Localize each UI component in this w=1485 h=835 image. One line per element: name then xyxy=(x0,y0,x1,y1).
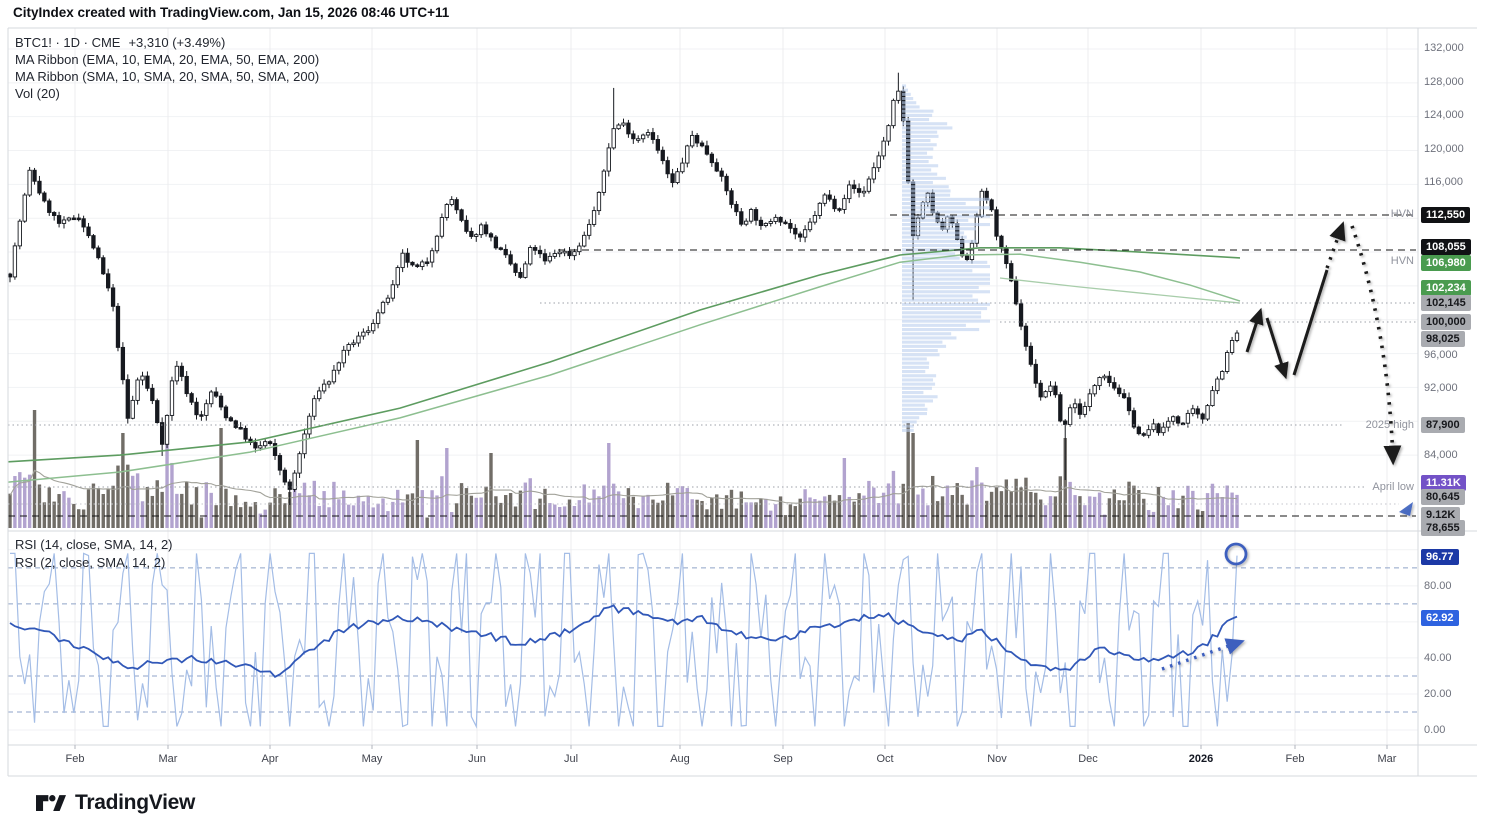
ema-200-line xyxy=(7,247,1241,463)
price-level-badge: 80,645 xyxy=(1421,489,1465,505)
price-level-badge: 11.31K xyxy=(1421,475,1466,491)
tradingview-logo-icon xyxy=(36,794,66,811)
volume-profile xyxy=(902,84,990,432)
rsi-value-badge: 96.77 xyxy=(1421,549,1459,565)
price-level-badge: 9.12K xyxy=(1421,507,1461,523)
pane-frame xyxy=(7,27,1477,777)
time-axis-month: Sep xyxy=(773,753,793,765)
price-level-badge: 87,900 xyxy=(1421,417,1465,433)
rsi-axis-label: 20.00 xyxy=(1424,688,1452,700)
price-axis-label: 132,000 xyxy=(1424,42,1464,54)
sma-200-line xyxy=(7,253,1241,483)
price-axis-label: 124,000 xyxy=(1424,109,1464,121)
ma-ribbon-sma-legend[interactable]: MA Ribbon (SMA, 10, SMA, 20, SMA, 50, SM… xyxy=(15,69,320,84)
rsi14-line xyxy=(9,604,1238,678)
sma-50-line xyxy=(999,277,1241,304)
price-axis-label: 84,000 xyxy=(1424,449,1458,461)
price-level-badge: 112,550 xyxy=(1421,207,1471,223)
snapshot-header: CityIndex created with TradingView.com, … xyxy=(13,5,450,20)
time-axis-month: Mar xyxy=(1377,753,1397,765)
symbol-change: +3,310 (+3.49%) xyxy=(128,35,226,50)
price-level-badge: 78,655 xyxy=(1421,520,1465,536)
symbol-title: BTC1! · 1D · CME xyxy=(15,35,121,50)
time-axis-month: Jun xyxy=(468,753,486,765)
rsi-circle-annotation xyxy=(1224,542,1248,566)
price-level-badge: 108,055 xyxy=(1421,239,1471,255)
time-axis-month: Dec xyxy=(1078,753,1098,765)
time-axis-month: Oct xyxy=(876,753,894,765)
time-axis-month: Aug xyxy=(670,753,690,765)
rsi-trend-arrow xyxy=(1161,638,1245,671)
rsi-legend: RSI (14, close, SMA, 14, 2) RSI (2, clos… xyxy=(15,536,173,572)
rsi14-legend[interactable]: RSI (14, close, SMA, 14, 2) xyxy=(15,537,173,552)
rsi-value-badge: 62.92 xyxy=(1421,610,1459,626)
price-level-badge: 106,980 xyxy=(1421,255,1471,271)
time-axis-month: Apr xyxy=(261,753,279,765)
candlestick-series xyxy=(7,72,1240,506)
rsi-axis-label: 80.00 xyxy=(1424,580,1452,592)
time-axis-month: Jul xyxy=(563,753,579,765)
time-axis-month: Feb xyxy=(65,753,85,765)
price-level-badge: 102,234 xyxy=(1421,280,1471,296)
gridlines xyxy=(8,28,1418,745)
price-axis-label: 96,000 xyxy=(1424,349,1458,361)
price-level-lines[interactable] xyxy=(8,214,1416,517)
hvn-upper-label: HVN xyxy=(1390,208,1414,220)
price-level-badge: 102,145 xyxy=(1421,295,1471,311)
rsi2-legend[interactable]: RSI (2, close, SMA, 14, 2) xyxy=(15,555,166,570)
blue-triangle-marker xyxy=(1399,502,1413,516)
price-axis-label: 116,000 xyxy=(1424,176,1463,188)
rsi-pane xyxy=(8,552,1418,729)
time-axis-month: Mar xyxy=(158,753,178,765)
time-axis-month: Nov xyxy=(987,753,1007,765)
rsi-axis-label: 0.00 xyxy=(1424,724,1446,736)
april-low-label: April low xyxy=(1372,481,1414,493)
hvn-lower-label: HVN xyxy=(1390,255,1414,267)
price-axis-label: 128,000 xyxy=(1424,76,1464,88)
rsi-axis-label: 40.00 xyxy=(1424,652,1452,664)
indicator-legend: BTC1! · 1D · CME +3,310 (+3.49%) MA Ribbo… xyxy=(15,34,319,102)
symbol-legend-row[interactable]: BTC1! · 1D · CME +3,310 (+3.49%) xyxy=(15,34,319,51)
tradingview-logo-text: TradingView xyxy=(75,791,196,814)
price-level-badge: 98,025 xyxy=(1421,331,1465,347)
volume-bars xyxy=(8,410,1239,528)
time-axis-month: Feb xyxy=(1285,753,1305,765)
price-axis-label: 92,000 xyxy=(1424,382,1458,394)
time-axis-month: May xyxy=(361,753,383,765)
year-high-label: 2025 high xyxy=(1365,419,1414,431)
ma-ribbon-lines xyxy=(7,247,1241,483)
rsi2-line xyxy=(10,552,1238,729)
chart-drawings[interactable] xyxy=(1161,221,1413,671)
time-axis-month: 2026 xyxy=(1188,753,1214,765)
price-axis-label: 120,000 xyxy=(1424,143,1464,155)
tradingview-logo[interactable]: TradingView xyxy=(36,791,195,815)
price-level-badge: 100,000 xyxy=(1421,314,1471,330)
volume-legend[interactable]: Vol (20) xyxy=(15,86,60,101)
ma-ribbon-ema-legend[interactable]: MA Ribbon (EMA, 10, EMA, 20, EMA, 50, EM… xyxy=(15,52,320,67)
